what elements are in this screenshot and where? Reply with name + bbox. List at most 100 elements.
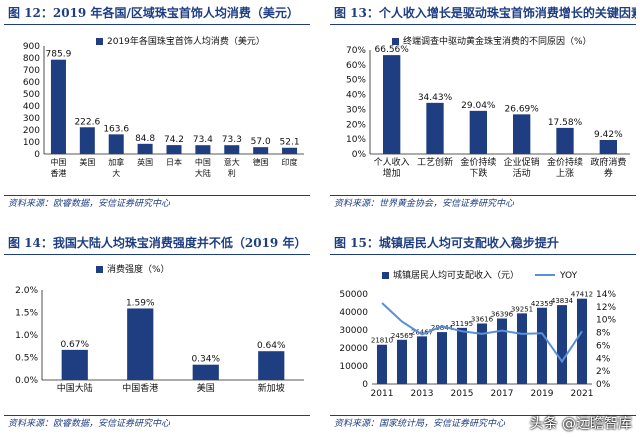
x-tick-label: 工艺创新 xyxy=(417,156,453,168)
bar xyxy=(497,318,507,384)
x-tick-label: 大 xyxy=(112,168,120,178)
watermark: 头条 @远瞻智库 xyxy=(529,416,632,432)
panel-consumption-intensity: 图 14：我国大陆人均珠宝消费强度并不低（2019 年） 消费强度（%） 0.0%… xyxy=(4,232,310,432)
data-label: 42359 xyxy=(531,300,553,308)
x-tick-label: 日本 xyxy=(166,157,182,167)
x-tick-label: 中国 xyxy=(195,157,211,167)
data-label: 74.2 xyxy=(164,135,184,145)
panel-title: 图 15：城镇居民人均可支配收入稳步提升 xyxy=(330,232,636,255)
data-label: 0.64% xyxy=(257,341,286,351)
bar xyxy=(166,145,182,154)
x-tick-label: 利 xyxy=(228,168,236,178)
y2-tick-label: 8% xyxy=(596,329,611,339)
y-tick-label: 0% xyxy=(352,150,367,160)
bar xyxy=(457,327,467,384)
y-tick-label: 400 xyxy=(23,102,40,112)
bar xyxy=(397,339,407,384)
bar xyxy=(469,110,487,154)
bar xyxy=(426,102,444,154)
y-tick-label: 600 xyxy=(23,78,40,88)
legend-label: YOY xyxy=(559,271,578,281)
x-tick-label: 2019 xyxy=(531,389,554,399)
data-label: 52.1 xyxy=(280,138,300,148)
x-tick-label: 增加 xyxy=(383,167,401,179)
bar xyxy=(437,332,447,384)
bar xyxy=(224,145,240,154)
bar xyxy=(557,305,567,384)
y-tick-label: 0 xyxy=(362,380,368,390)
y2-tick-label: 2% xyxy=(596,367,611,377)
chart-per-capita-spend: 2019年各国珠宝首饰人均消费（美元） 0 100 200 300 400 500 600 70… xyxy=(23,35,304,178)
x-tick-label: 中国大陆 xyxy=(57,382,93,394)
panel-title: 图 13：个人收入增长是驱动珠宝首饰消费增长的关键因素 xyxy=(330,2,636,25)
x-tick-label: 金价持续 xyxy=(547,156,583,168)
y2-tick-label: 4% xyxy=(596,354,611,364)
y-tick-label: 0.0% xyxy=(15,376,38,386)
bar xyxy=(192,364,219,380)
y-tick-label: 100 xyxy=(23,138,40,148)
bar xyxy=(50,59,66,154)
x-tick-label: 美国 xyxy=(79,157,95,167)
x-tick-label: 大陆 xyxy=(195,168,211,178)
data-label: 34.43% xyxy=(418,93,453,103)
y-tick-label: 30% xyxy=(346,105,366,115)
panel-consumption-drivers: 图 13：个人收入增长是驱动珠宝首饰消费增长的关键因素 终端调查中驱动黄金珠宝消… xyxy=(330,2,636,212)
y-tick-label: 20% xyxy=(346,120,366,130)
y2-tick-label: 12% xyxy=(596,303,616,313)
data-label: 29.04% xyxy=(461,101,496,111)
data-label: 1.59% xyxy=(126,298,155,308)
data-label: 57.0 xyxy=(251,137,271,147)
x-tick-label: 企业促销 xyxy=(504,156,540,168)
data-label: 17.58% xyxy=(548,118,583,128)
x-tick-label: 金价持续 xyxy=(460,156,496,168)
legend-label: 城镇居民人均可支配收入（元） xyxy=(393,269,519,281)
source-note: 资料来源：欧睿数据，安信证券研究中心 xyxy=(4,195,310,212)
yoy-line xyxy=(381,302,583,364)
legend-label-swatch xyxy=(96,266,103,273)
x-tick-label: 中国 xyxy=(50,157,66,167)
y-tick-label: 800 xyxy=(23,54,40,64)
data-label: 33616 xyxy=(471,315,494,323)
chart-urban-income: 城镇居民人均可支配收入（元） YOY 0 10000 20000 30000 40000 50… xyxy=(339,269,616,399)
bar xyxy=(253,147,269,154)
panel-jewelry-per-capita: 图 12：2019 年各国/区域珠宝首饰人均消费（美元） 2019年各国珠宝首饰… xyxy=(4,2,310,212)
x-tick-label: 香港 xyxy=(50,168,66,178)
x-tick-label: 2017 xyxy=(491,389,514,399)
data-label: 36396 xyxy=(491,310,514,318)
y-tick-label: 50% xyxy=(346,76,366,86)
bar xyxy=(137,143,153,154)
y-tick-label: 20000 xyxy=(339,344,368,354)
y2-tick-label: 6% xyxy=(596,341,611,351)
data-label: 26467 xyxy=(411,328,433,336)
y-tick-label: 0 xyxy=(34,150,40,160)
y-tick-label: 60% xyxy=(346,61,366,71)
data-label: 28844 xyxy=(431,324,454,332)
bar xyxy=(537,307,547,384)
data-label: 24565 xyxy=(391,332,413,340)
panel-title: 图 12：2019 年各国/区域珠宝首饰人均消费（美元） xyxy=(4,2,310,25)
legend-label: 2019年各国珠宝首饰人均消费（美元） xyxy=(107,35,265,47)
y-tick-label: 2.0% xyxy=(15,286,38,296)
y2-tick-label: 0% xyxy=(596,380,611,390)
bar xyxy=(599,140,617,154)
data-label: 9.42% xyxy=(594,130,623,140)
y-tick-label: 1.0% xyxy=(15,331,38,341)
data-label: 84.8 xyxy=(135,134,155,144)
bar xyxy=(195,145,211,154)
y-tick-label: 10000 xyxy=(339,362,368,372)
data-label: 47412 xyxy=(571,291,593,299)
x-tick-label: 中国香港 xyxy=(122,382,158,394)
legend-label: 消费强度（%） xyxy=(107,263,170,275)
bar xyxy=(127,308,154,380)
y2-tick-label: 10% xyxy=(596,316,616,326)
legend-label-swatch xyxy=(382,272,389,279)
x-tick-label: 德国 xyxy=(253,157,269,167)
data-label: 31195 xyxy=(451,320,473,328)
data-label: 21810 xyxy=(371,337,393,345)
data-label: 66.56% xyxy=(375,45,410,55)
legend-label-swatch xyxy=(392,38,399,45)
data-label: 73.4 xyxy=(193,135,213,145)
chart-consumption-drivers: 终端调查中驱动黄金珠宝消费的不同原因（%） 0% 10% 20% 30% 40% 50% 60… xyxy=(346,35,630,179)
source-note: 资料来源：欧睿数据，安信证券研究中心 xyxy=(4,415,310,432)
x-tick-label: 券 xyxy=(604,167,613,179)
